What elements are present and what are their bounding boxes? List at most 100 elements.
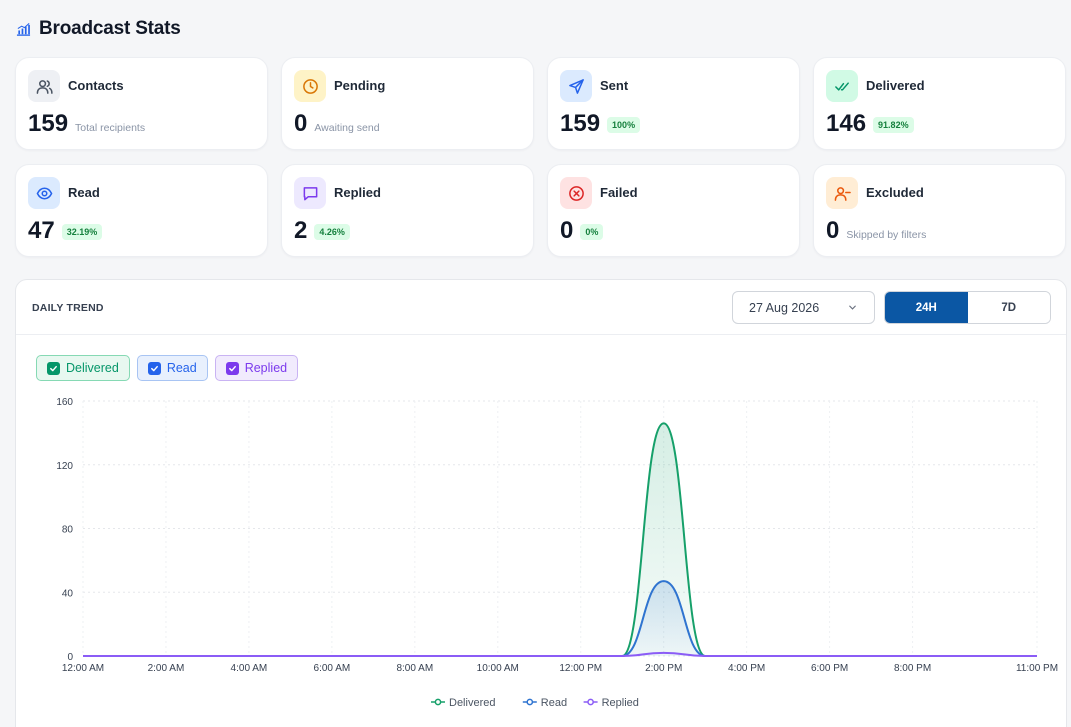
x-tick-label: 4:00 PM [728, 663, 765, 674]
legend-label: Read [541, 697, 567, 709]
stat-card-icon [826, 70, 858, 102]
stat-card-badge: 100% [607, 117, 641, 133]
stat-card-label: Failed [600, 185, 638, 200]
stats-grid: Contacts 159 Total recipients Pending 0 Await… [15, 57, 1067, 257]
y-tick-label: 120 [56, 461, 73, 472]
stat-card-metric: 159 Total recipients [28, 110, 145, 138]
page-header: Broadcast Stats [16, 18, 181, 40]
x-tick-label: 8:00 PM [894, 663, 931, 674]
x-tick-label: 4:00 AM [231, 663, 268, 674]
legend-item-read[interactable]: Read [522, 697, 567, 709]
stat-card-label: Excluded [866, 185, 924, 200]
daily-trend-chart: 0 40 80 120 160 12:00 AM 2:00 AM 4:00 AM 6:00 AM… [56, 397, 1058, 709]
stat-card-value: 0 [826, 217, 840, 244]
x-tick-label: 8:00 AM [396, 663, 433, 674]
y-tick-label: 40 [62, 588, 74, 599]
stat-card-metric: 2 4.26% [294, 217, 350, 245]
stat-card-icon [28, 177, 60, 209]
stat-card-pending: Pending 0 Awaiting send [281, 57, 534, 150]
legend-dot-icon [434, 698, 442, 706]
series-area-delivered [83, 423, 1037, 656]
stat-card-delivered: Delivered 146 91.82% [813, 57, 1066, 150]
stat-card-excluded: Excluded 0 Skipped by filters [813, 164, 1066, 257]
stat-card-icon [560, 70, 592, 102]
send-icon [568, 78, 584, 94]
stat-card-value: 159 [560, 110, 601, 137]
stat-card-sent: Sent 159 100% [547, 57, 800, 150]
stat-card-failed: Failed 0 0% [547, 164, 800, 257]
stat-card-value: 0 [560, 217, 574, 244]
x-tick-label: 12:00 AM [62, 663, 104, 674]
stat-card-subtitle: Awaiting send [314, 122, 380, 134]
checkbox-checked-icon [147, 361, 161, 375]
stat-card-icon [560, 177, 592, 209]
stat-card-badge: 4.26% [314, 224, 350, 240]
stat-card-label: Delivered [866, 78, 925, 93]
range-button-24h[interactable]: 24H [885, 292, 968, 323]
series-toggle-label: Delivered [66, 361, 119, 375]
series-line-replied [83, 651, 1037, 657]
series-toggle-delivered[interactable]: Delivered [36, 355, 130, 381]
legend-label: Delivered [449, 697, 495, 709]
legend-item-replied[interactable]: Replied [583, 697, 639, 709]
series-toggles: Delivered Read Replied [36, 355, 299, 381]
daily-trend-header: DAILY TREND 27 Aug 2026 24H 7D [16, 280, 1066, 335]
x-tick-label: 10:00 AM [477, 663, 519, 674]
x-tick-label: 2:00 AM [148, 663, 185, 674]
message-icon [303, 186, 317, 200]
stat-card-value: 47 [28, 217, 55, 244]
date-select-value: 27 Aug 2026 [749, 300, 820, 315]
stat-card-icon [826, 177, 858, 209]
series-toggle-replied[interactable]: Replied [214, 355, 299, 381]
page-title: Broadcast Stats [39, 18, 181, 39]
stat-card-badge: 0% [580, 224, 604, 240]
date-select[interactable]: 27 Aug 2026 [732, 291, 875, 324]
stat-card-metric: 0 Skipped by filters [826, 217, 926, 245]
stat-card-read: Read 47 32.19% [15, 164, 268, 257]
legend-dot-icon [526, 698, 534, 706]
double-check-icon [834, 81, 849, 91]
stat-card-label: Contacts [68, 78, 124, 93]
series-toggle-label: Read [166, 361, 197, 375]
x-tick-label: 12:00 PM [559, 663, 602, 674]
stat-card-value: 146 [826, 110, 867, 137]
stat-card-icon [294, 70, 326, 102]
stat-card-subtitle: Skipped by filters [846, 229, 927, 241]
checkbox-checked-icon [47, 361, 60, 375]
daily-trend-panel: DAILY TREND 27 Aug 2026 24H 7D Delivered R… [15, 279, 1067, 727]
clock-icon [302, 78, 318, 94]
x-tick-label: 6:00 AM [314, 663, 351, 674]
stat-card-label: Read [68, 185, 100, 200]
legend-item-delivered[interactable]: Delivered [431, 697, 495, 709]
range-button-7d[interactable]: 7D [967, 292, 1050, 323]
chevron-down-icon [849, 305, 856, 310]
stat-card-label: Pending [334, 78, 386, 93]
stat-card-metric: 0 Awaiting send [294, 110, 380, 138]
stat-card-replied: Replied 2 4.26% [281, 164, 534, 257]
stat-card-value: 2 [294, 217, 308, 244]
y-tick-label: 80 [62, 525, 74, 536]
user-minus-icon [834, 186, 851, 201]
y-tick-label: 160 [56, 397, 73, 408]
stat-card-label: Replied [334, 185, 381, 200]
legend-dot-icon [587, 698, 594, 706]
stat-card-metric: 159 100% [560, 110, 641, 138]
series-toggle-label: Replied [244, 361, 288, 375]
range-toggle-group: 24H 7D [884, 291, 1051, 324]
daily-trend-title: DAILY TREND [32, 302, 104, 314]
y-tick-label: 0 [67, 652, 73, 663]
x-tick-label: 2:00 PM [645, 663, 682, 674]
x-tick-label: 11:00 PM [1016, 663, 1058, 674]
series-toggle-read[interactable]: Read [136, 355, 208, 381]
stat-card-label: Sent [600, 78, 629, 93]
users-icon [36, 79, 53, 94]
stat-card-value: 0 [294, 110, 308, 137]
stat-card-icon [294, 177, 326, 209]
checkbox-checked-icon [225, 361, 239, 375]
legend-label: Replied [602, 697, 639, 709]
stat-card-icon [28, 70, 60, 102]
chart-bar-icon [16, 22, 31, 36]
stat-card-metric: 0 0% [560, 217, 604, 245]
stat-card-subtitle: Total recipients [75, 122, 146, 134]
stat-card-metric: 47 32.19% [28, 217, 103, 245]
